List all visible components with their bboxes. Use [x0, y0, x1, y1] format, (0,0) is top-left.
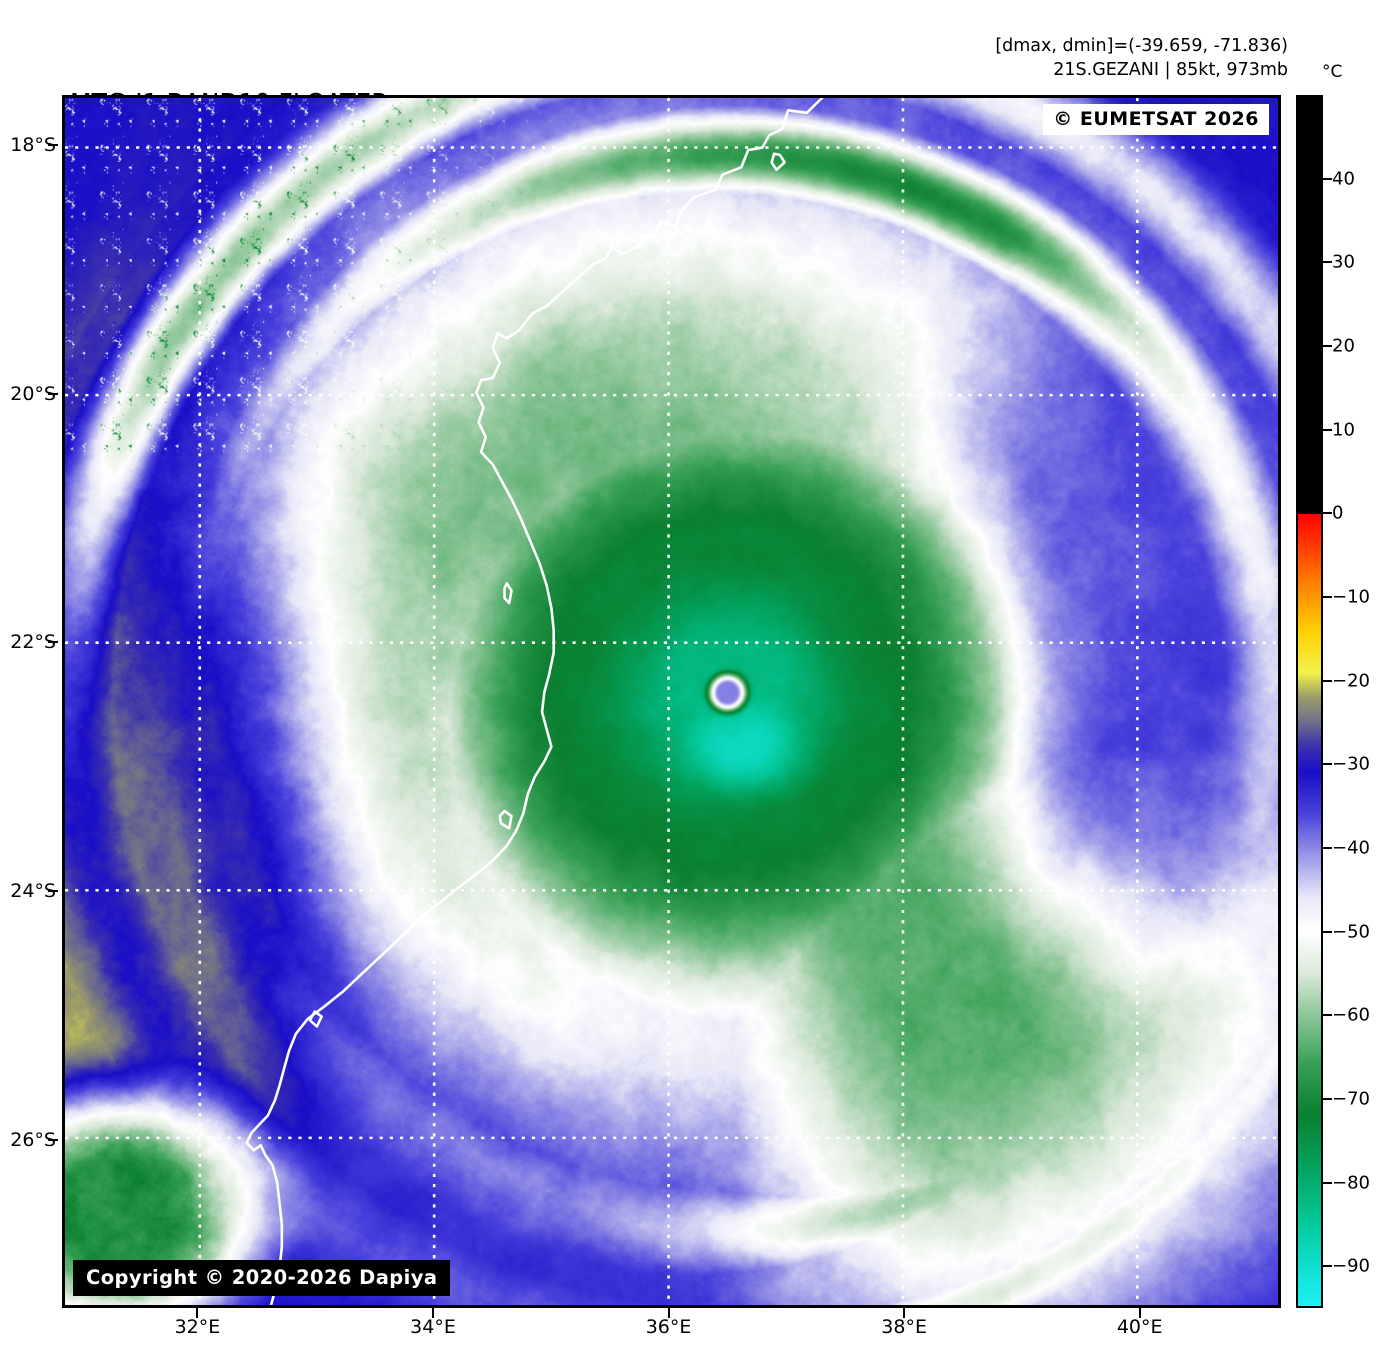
latitude-tick-3 [48, 890, 58, 893]
dapiya-copyright-badge: Copyright © 2020-2026 Dapiya [73, 1260, 451, 1296]
colorbar-tick-0 [1323, 177, 1332, 180]
colorbar-tick-label-10: −60 [1332, 1004, 1370, 1026]
satellite-image-plot[interactable]: © EUMETSAT 2026 Copyright © 2020-2026 Da… [62, 95, 1281, 1308]
longitude-label-3: 38°E [881, 1316, 927, 1338]
colorbar-tick-label-11: −70 [1332, 1088, 1370, 1110]
latitude-tick-2 [48, 641, 58, 644]
colorbar-tick-5 [1323, 595, 1332, 598]
colorbar-tick-1 [1323, 261, 1332, 264]
colorbar-tick-label-1: 30 [1332, 251, 1355, 273]
latitude-tick-1 [48, 392, 58, 395]
colorbar-tick-label-6: −20 [1332, 670, 1370, 692]
colorbar-tick-3 [1323, 428, 1332, 431]
colorbar-tick-10 [1323, 1014, 1332, 1017]
colorbar-tick-6 [1323, 679, 1332, 682]
longitude-label-4: 40°E [1116, 1316, 1163, 1338]
gridlines [65, 98, 1278, 1305]
colorbar-tick-label-5: −10 [1332, 586, 1370, 608]
eumetsat-copyright-badge: © EUMETSAT 2026 [1043, 104, 1269, 135]
latitude-label-4: 26°S [10, 1129, 56, 1152]
map-overlay [65, 98, 1278, 1305]
longitude-tick-0 [196, 1308, 199, 1318]
colorbar-tick-label-13: −90 [1332, 1255, 1370, 1277]
latitude-label-2: 22°S [10, 631, 56, 654]
colorbar[interactable] [1296, 95, 1323, 1308]
colorbar-tick-label-2: 20 [1332, 335, 1355, 357]
colorbar-tick-12 [1323, 1181, 1332, 1184]
longitude-label-2: 36°E [645, 1316, 692, 1338]
latitude-label-3: 24°S [10, 880, 56, 903]
colorbar-tick-label-3: 10 [1332, 419, 1355, 441]
colorbar-tick-11 [1323, 1097, 1332, 1100]
colorbar-tick-label-12: −80 [1332, 1172, 1370, 1194]
colorbar-tick-9 [1323, 930, 1332, 933]
latitude-label-1: 20°S [10, 382, 56, 405]
colorbar-gradient [1298, 97, 1321, 1306]
header-info-block: [dmax, dmin]=(-39.659, -71.836) 21S.GEZA… [995, 34, 1288, 82]
colorbar-tick-13 [1323, 1265, 1332, 1268]
colorbar-tick-label-0: 40 [1332, 168, 1355, 190]
longitude-label-1: 34°E [410, 1316, 456, 1338]
colorbar-tick-7 [1323, 763, 1332, 766]
colorbar-tick-label-4: 0 [1332, 502, 1344, 524]
latitude-label-0: 18°S [10, 133, 56, 156]
satellite-raster [65, 98, 1278, 1305]
colorbar-tick-2 [1323, 344, 1332, 347]
longitude-tick-3 [903, 1308, 906, 1318]
longitude-label-0: 32°E [174, 1316, 221, 1338]
colorbar-unit-label: °C [1322, 62, 1343, 82]
dmax-dmin-label: [dmax, dmin]=(-39.659, -71.836) [995, 36, 1288, 56]
colorbar-tick-label-9: −50 [1332, 921, 1370, 943]
longitude-tick-4 [1138, 1308, 1141, 1318]
coastline [245, 98, 824, 1305]
latitude-tick-4 [48, 1139, 58, 1142]
colorbar-tick-4 [1323, 512, 1332, 515]
colorbar-tick-label-7: −30 [1332, 753, 1370, 775]
colorbar-tick-8 [1323, 846, 1332, 849]
latitude-tick-0 [48, 143, 58, 146]
longitude-tick-2 [667, 1308, 670, 1318]
longitude-tick-1 [432, 1308, 434, 1318]
storm-info-label: 21S.GEZANI | 85kt, 973mb [1053, 60, 1288, 80]
colorbar-tick-label-8: −40 [1332, 837, 1370, 859]
